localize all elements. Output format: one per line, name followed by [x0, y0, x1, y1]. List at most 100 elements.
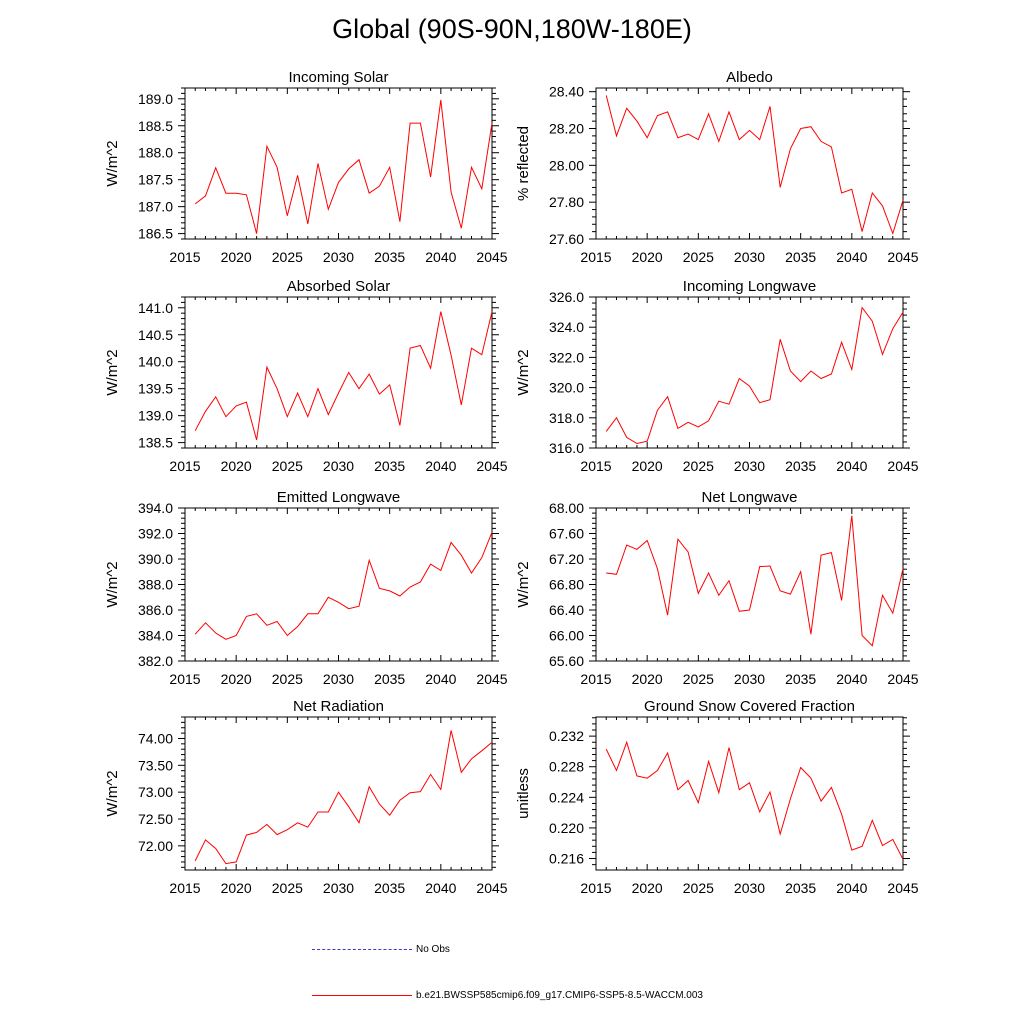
x-tick-label: 2035	[785, 880, 816, 896]
x-tick-label: 2020	[632, 880, 663, 896]
panel-7: Net Radiation W/m^2 2015 2020 2025 2030 2035 20…	[104, 698, 508, 896]
y-tick-label: 67.20	[549, 551, 584, 567]
y-tick-label: 324.0	[549, 319, 584, 335]
panel-frame	[184, 716, 493, 871]
y-tick-label: 140.5	[138, 327, 173, 343]
x-tick-label: 2030	[323, 671, 354, 687]
panel-title: Net Radiation	[293, 698, 384, 715]
x-tick-label: 2030	[323, 880, 354, 896]
x-tick-label: 2035	[785, 249, 816, 265]
y-tick-label: 66.40	[549, 602, 584, 618]
y-tick-label: 27.60	[549, 231, 584, 247]
x-tick-label: 2015	[169, 249, 200, 265]
series-line	[605, 95, 904, 236]
x-tick-label: 2035	[374, 458, 405, 474]
y-tick-label: 72.50	[138, 811, 173, 827]
y-tick-label: 72.00	[138, 838, 173, 854]
x-tick-label: 2040	[836, 458, 867, 474]
x-tick-label: 2025	[683, 249, 714, 265]
x-tick-label: 2025	[272, 671, 303, 687]
x-tick-label: 2015	[580, 458, 611, 474]
y-tick-label: 388.0	[138, 577, 173, 593]
x-tick-label: 2025	[683, 458, 714, 474]
y-tick-label: 74.00	[138, 730, 173, 746]
legend-obs-line	[312, 949, 412, 950]
x-tick-label: 2040	[836, 671, 867, 687]
x-tick-label: 2015	[169, 458, 200, 474]
panel-frame	[184, 296, 493, 449]
panel-frame	[595, 507, 904, 662]
y-tick-label: 67.60	[549, 526, 584, 542]
panel-title: Ground Snow Covered Fraction	[644, 698, 855, 715]
y-tick-label: 384.0	[138, 628, 173, 644]
series-line	[194, 99, 493, 234]
x-tick-label: 2040	[425, 249, 456, 265]
y-tick-label: 392.0	[138, 526, 173, 542]
series-line	[605, 740, 904, 860]
y-tick-label: 28.40	[549, 84, 584, 100]
y-axis-label: W/m^2	[515, 561, 532, 607]
y-tick-label: 139.0	[138, 408, 173, 424]
y-tick-label: 0.228	[549, 759, 584, 775]
y-tick-label: 186.5	[138, 226, 173, 242]
x-tick-label: 2020	[221, 249, 252, 265]
panel-8: Ground Snow Covered Fraction unitless 2015…	[515, 698, 919, 896]
panel-frame	[184, 87, 493, 240]
panel-title: Incoming Solar	[288, 69, 388, 86]
x-tick-label: 2025	[272, 249, 303, 265]
panel-frame	[595, 87, 904, 240]
x-tick-label: 2045	[887, 249, 918, 265]
y-tick-label: 189.0	[138, 91, 173, 107]
x-tick-label: 2020	[221, 671, 252, 687]
x-tick-label: 2045	[476, 671, 507, 687]
panel-frame	[595, 716, 904, 871]
y-tick-label: 318.0	[549, 410, 584, 426]
y-tick-label: 0.232	[549, 728, 584, 744]
y-tick-label: 390.0	[138, 551, 173, 567]
y-axis-label: W/m^2	[104, 349, 121, 395]
x-tick-label: 2025	[272, 880, 303, 896]
x-tick-label: 2035	[374, 249, 405, 265]
x-tick-label: 2045	[476, 458, 507, 474]
y-tick-label: 28.00	[549, 157, 584, 173]
y-tick-label: 188.0	[138, 145, 173, 161]
x-tick-label: 2035	[374, 880, 405, 896]
y-axis-label: W/m^2	[515, 349, 532, 395]
x-tick-label: 2015	[580, 249, 611, 265]
x-tick-label: 2025	[683, 671, 714, 687]
x-tick-label: 2040	[836, 880, 867, 896]
y-axis-label: W/m^2	[104, 561, 121, 607]
y-tick-label: 139.5	[138, 381, 173, 397]
y-tick-label: 316.0	[549, 440, 584, 456]
y-tick-label: 28.20	[549, 121, 584, 137]
panel-title: Albedo	[726, 69, 773, 86]
y-tick-label: 0.216	[549, 851, 584, 867]
y-axis-label: W/m^2	[104, 140, 121, 186]
y-tick-label: 0.224	[549, 789, 584, 805]
x-tick-label: 2030	[734, 458, 765, 474]
x-tick-label: 2020	[632, 671, 663, 687]
x-tick-label: 2025	[683, 880, 714, 896]
legend-obs-label: No Obs	[416, 944, 450, 955]
y-tick-label: 187.5	[138, 172, 173, 188]
y-tick-label: 66.80	[549, 577, 584, 593]
panel-5: Emitted Longwave W/m^2 2015 2020 2025 2030 203…	[104, 489, 508, 687]
y-tick-label: 68.00	[549, 500, 584, 516]
x-tick-label: 2030	[734, 249, 765, 265]
x-tick-label: 2045	[887, 458, 918, 474]
legend-model-label: b.e21.BWSSP585cmip6.f09_g17.CMIP6-SSP5-8…	[416, 990, 703, 1001]
legend-obs: No Obs	[312, 944, 450, 955]
x-tick-label: 2030	[734, 671, 765, 687]
x-tick-label: 2045	[887, 671, 918, 687]
x-tick-label: 2045	[476, 249, 507, 265]
y-tick-label: 382.0	[138, 653, 173, 669]
panel-4: Incoming Longwave W/m^2 2015 2020 2025 2030 20…	[515, 278, 919, 474]
panel-frame	[184, 507, 493, 662]
panel-3: Absorbed Solar W/m^2 2015 2020 2025 2030 2035 2…	[104, 278, 508, 474]
panel-title: Absorbed Solar	[287, 278, 390, 295]
y-tick-label: 27.80	[549, 194, 584, 210]
y-tick-label: 326.0	[549, 289, 584, 305]
y-tick-label: 0.220	[549, 820, 584, 836]
series-line	[605, 306, 904, 445]
